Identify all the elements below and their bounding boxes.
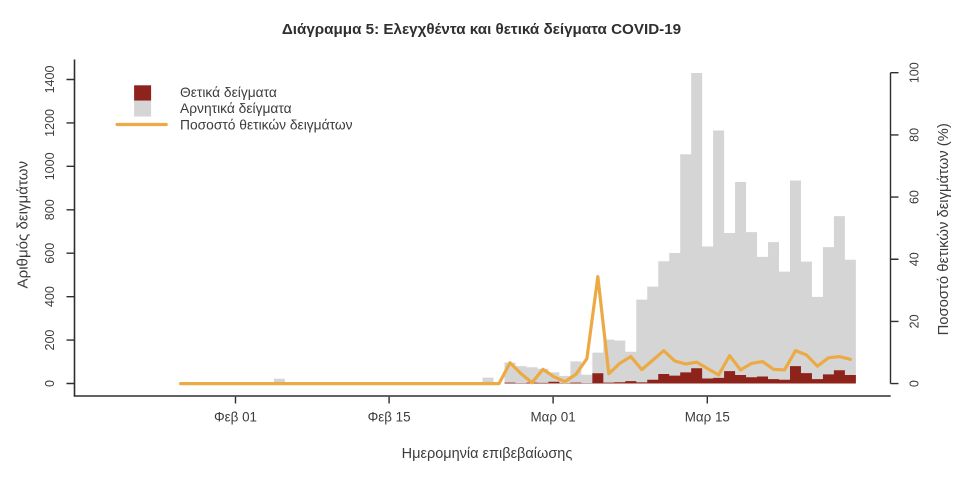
svg-text:100: 100: [908, 62, 922, 83]
svg-text:Ποσοστό θετικών δειγμάτων: Ποσοστό θετικών δειγμάτων: [180, 118, 353, 133]
svg-text:20: 20: [908, 314, 922, 328]
svg-text:800: 800: [43, 199, 57, 220]
svg-text:0: 0: [43, 380, 57, 387]
svg-text:Μαρ 01: Μαρ 01: [531, 410, 576, 425]
svg-text:80: 80: [908, 128, 922, 142]
svg-text:1400: 1400: [43, 66, 57, 94]
svg-text:Θετικά δείγματα: Θετικά δείγματα: [180, 85, 277, 100]
svg-text:0: 0: [908, 380, 922, 387]
svg-text:1200: 1200: [43, 109, 57, 137]
svg-text:Διάγραμμα 5: Ελεγχθέντα και θε: Διάγραμμα 5: Ελεγχθέντα και θετικά δείγμ…: [282, 21, 681, 38]
svg-text:Μαρ 15: Μαρ 15: [685, 410, 730, 425]
svg-text:Φεβ 15: Φεβ 15: [368, 410, 411, 425]
svg-text:Ποσοστό θετικών δειγμάτων (%): Ποσοστό θετικών δειγμάτων (%): [936, 123, 952, 335]
svg-text:60: 60: [908, 190, 922, 204]
svg-text:40: 40: [908, 252, 922, 266]
svg-text:Αρνητικά δείγματα: Αρνητικά δείγματα: [180, 101, 292, 116]
svg-text:Ημερομηνία επιβεβαίωσης: Ημερομηνία επιβεβαίωσης: [402, 446, 573, 462]
svg-text:1000: 1000: [43, 152, 57, 180]
svg-text:200: 200: [43, 330, 57, 351]
svg-text:400: 400: [43, 286, 57, 307]
svg-text:Φεβ 01: Φεβ 01: [214, 410, 257, 425]
svg-text:Αριθμός δειγμάτων: Αριθμός δειγμάτων: [15, 161, 32, 289]
svg-text:600: 600: [43, 243, 57, 264]
